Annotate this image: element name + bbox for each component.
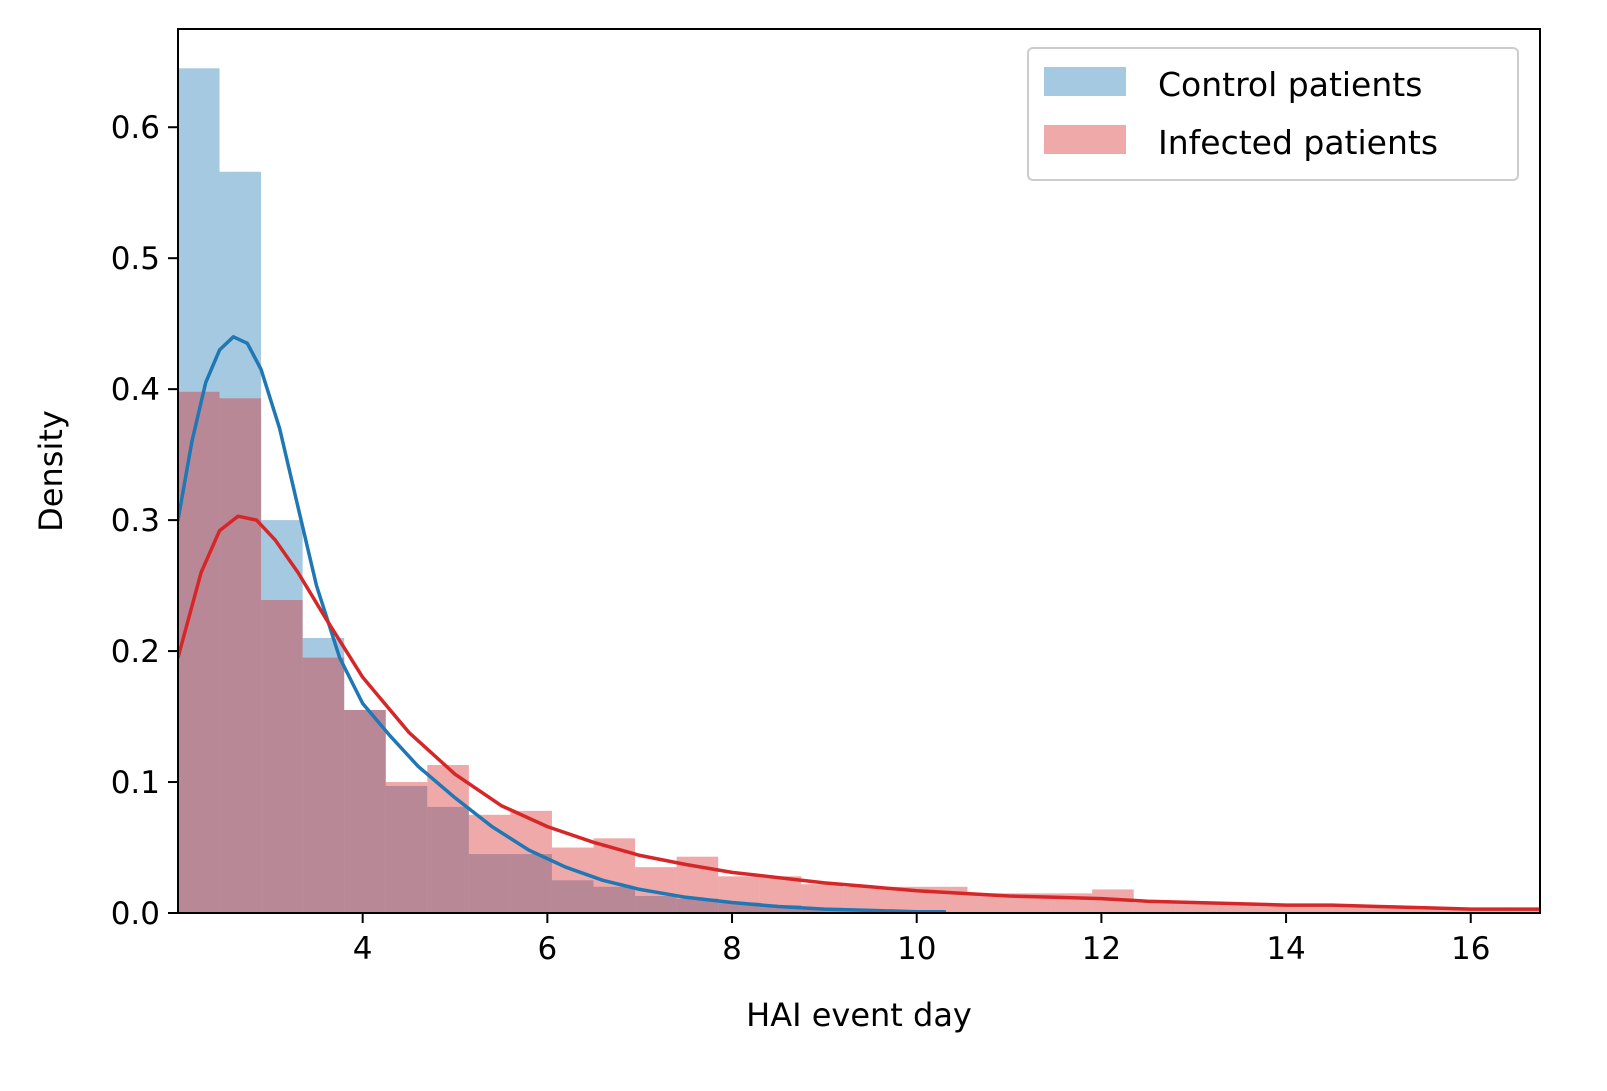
control-hist-bar: [344, 710, 386, 913]
control-hist-bar: [551, 880, 594, 913]
x-tick-label: 10: [897, 931, 936, 967]
x-tick-label: 6: [537, 931, 557, 967]
infected-hist-bar: [1299, 906, 1342, 913]
y-tick-label: 0.1: [111, 765, 160, 801]
infected-hist-bar: [385, 782, 428, 913]
control-hist-bar: [219, 171, 262, 913]
infected-hist-bar: [344, 710, 386, 913]
infected-hist-bar: [1341, 906, 1384, 913]
infected-hist-bar: [1383, 907, 1425, 913]
x-axis-label: HAI event day: [746, 996, 972, 1034]
infected-hist-bar: [427, 765, 469, 913]
kde-layer: [178, 335, 1540, 913]
legend-swatch-infected: [1044, 125, 1126, 154]
x-tick-label: 14: [1266, 931, 1305, 967]
infected-hist-bar: [1133, 902, 1176, 913]
infected-hist-bar: [1216, 905, 1259, 913]
x-tick-label: 4: [353, 931, 373, 967]
infected-hist-bar: [510, 810, 552, 913]
histogram-layer: [178, 68, 1540, 913]
legend-label-infected: Infected patients: [1158, 123, 1438, 162]
control-hist-bar: [676, 898, 719, 913]
control-hist-bar: [635, 895, 677, 913]
legend-box: [1027, 47, 1519, 181]
infected-hist-bar: [1092, 889, 1134, 913]
infected-hist-bar: [1258, 905, 1300, 913]
infected-hist-bar: [468, 814, 511, 913]
infected-hist-bar: [219, 398, 262, 913]
infected-hist-bar: [1424, 907, 1467, 913]
infected-kde-line: [178, 514, 1540, 911]
control-hist-bar: [427, 806, 469, 913]
infected-hist-bar: [302, 657, 345, 913]
infected-hist-bar: [551, 847, 594, 913]
infected-hist-bar: [718, 876, 760, 913]
infected-hist-bar: [967, 893, 1010, 913]
control-hist-bar: [718, 902, 760, 913]
x-tick-label: 8: [722, 931, 742, 967]
control-hist-bar: [385, 785, 428, 913]
control-hist-bar: [759, 905, 802, 913]
control-hist-bar: [302, 637, 345, 913]
infected-hist-bar: [1175, 902, 1217, 913]
y-tick-label: 0.2: [111, 634, 160, 670]
y-tick-label: 0.5: [111, 241, 160, 277]
control-hist-bar: [510, 854, 552, 913]
x-tick-label: 12: [1082, 931, 1121, 967]
y-axis-label: Density: [32, 410, 70, 532]
legend-swatch-control: [1044, 67, 1126, 96]
control-kde-line: [178, 335, 947, 913]
infected-hist-bar: [261, 599, 303, 913]
infected-hist-bar: [178, 391, 220, 913]
x-tick-label: 16: [1451, 931, 1490, 967]
control-hist-bar: [261, 520, 303, 913]
y-tick-label: 0.4: [111, 372, 160, 408]
legend: Control patients Infected patients: [1027, 47, 1519, 181]
infected-hist-bar: [1466, 909, 1508, 913]
legend-label-control: Control patients: [1158, 65, 1422, 104]
infected-hist-bar: [1507, 909, 1540, 913]
y-axis-ticks: 0.0 0.1 0.2 0.3 0.4 0.5 0.6: [111, 110, 178, 932]
y-tick-label: 0.6: [111, 110, 160, 146]
control-hist-bar: [593, 886, 636, 913]
y-tick-label: 0.0: [111, 896, 160, 932]
control-hist-bar: [468, 854, 511, 913]
y-tick-label: 0.3: [111, 503, 160, 539]
plot-frame: [177, 28, 1541, 914]
x-axis-ticks: 4 6 8 10 12 14 16: [353, 913, 1490, 967]
